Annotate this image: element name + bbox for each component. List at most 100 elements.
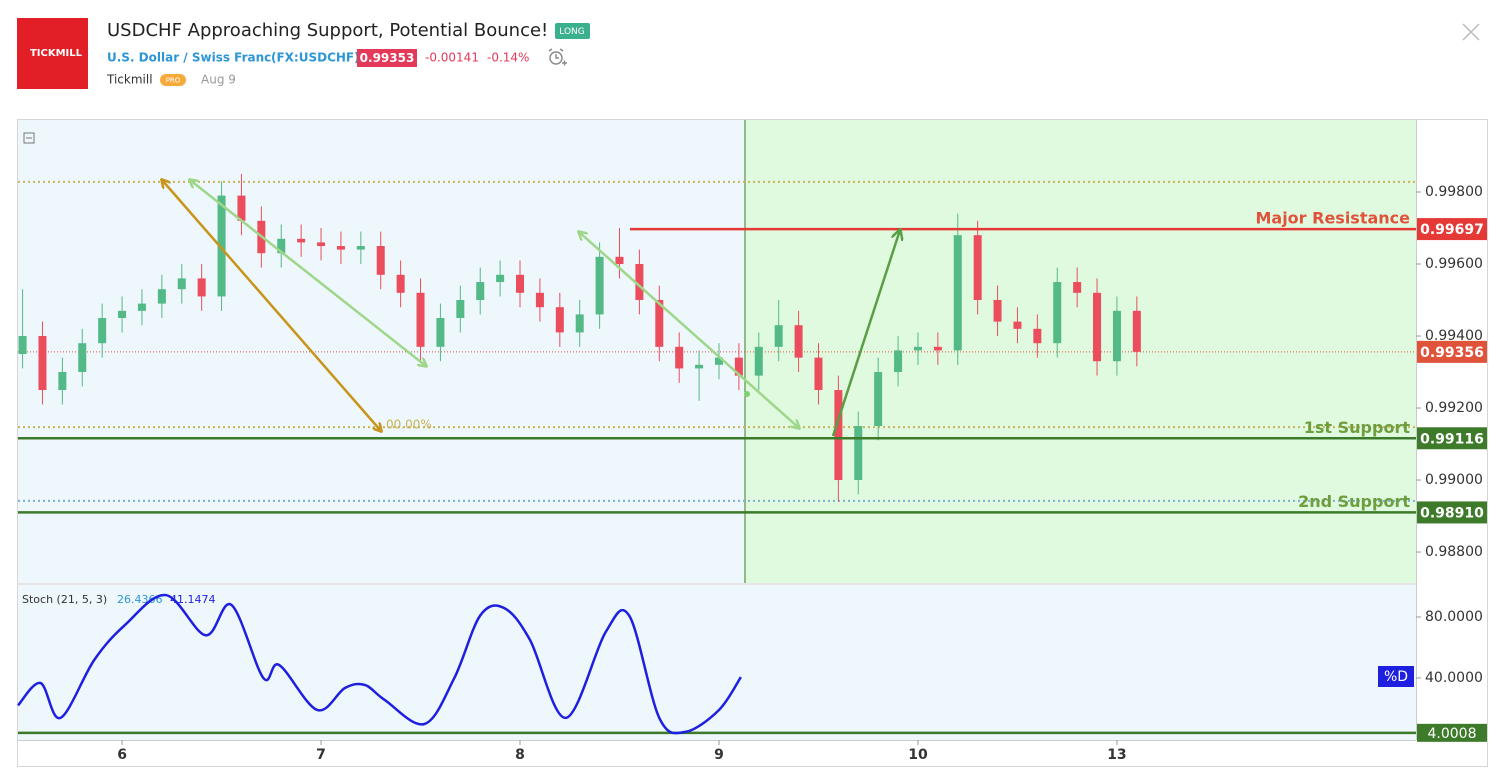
level-name: 1st Support [1304,418,1411,437]
idea-title: USDCHF Approaching Support, Potential Bo… [107,20,548,41]
candle-body [874,372,883,427]
drawing-arrow [190,180,426,366]
symbol[interactable]: (FX:USDCHF) [271,51,360,65]
candle-body [794,325,803,358]
level-name: 2nd Support [1298,492,1410,511]
candle-body [38,336,47,391]
series-badge [1378,666,1414,687]
price: 0.99353 [360,51,415,65]
change: -0.00141 [425,51,479,65]
level-badge [1417,218,1487,241]
drawing-arrow [579,232,799,428]
candle-body [953,235,962,351]
candle-body [913,346,922,351]
stoch-line [17,593,742,735]
level-price: 0.99116 [1420,431,1484,447]
stoch-pane [18,585,1416,740]
stoch-level-label: 4.0008 [1428,726,1477,742]
candle-body [476,282,485,301]
y-tick-label: 0.99800 [1425,184,1483,200]
symbol-name[interactable]: U.S. Dollar / Swiss Franc [107,51,271,65]
candle-body [993,300,1002,322]
y-tick-label: 0.99400 [1425,328,1483,344]
candle-body [157,289,166,304]
collapse-icon[interactable] [23,132,35,144]
candle-body [436,318,445,347]
candle-body [317,242,326,247]
candle-body [376,246,385,275]
date: Aug 9 [201,73,236,87]
candle-body [1112,310,1121,362]
candle-body [197,278,206,297]
candle-body [516,274,525,293]
x-tick-label: 6 [117,747,127,763]
x-tick-label: 7 [316,747,326,763]
indicator-value: 26.4366 [117,593,163,606]
candle-body [297,238,306,243]
pro-badge-text: PRO [166,77,181,85]
y-tick-label: 40.0000 [1425,670,1483,686]
level-badge [1417,427,1487,450]
target-arrow [831,230,900,437]
candle-body [695,364,704,369]
candle-body [336,246,345,250]
candle-body [1033,328,1042,344]
logo-text: TICKMILL [30,48,83,59]
candle-body [456,300,465,319]
indicator-value: 41.1474 [170,593,216,606]
candle-body [118,310,127,319]
candle-body [177,278,186,290]
candle-body [774,325,783,347]
long-badge-text: LONG [559,27,585,37]
candle-body [834,390,843,481]
x-tick-label: 10 [908,747,928,763]
author[interactable]: Tickmill [106,73,153,87]
candle-body [416,292,425,347]
stoch-level-badge [1417,723,1487,742]
candle-body [1073,282,1082,293]
candle-body [894,350,903,373]
candle-body [98,318,107,344]
y-tick-label: 80.0000 [1425,609,1483,625]
current-price-label: 0.99356 [1420,345,1484,361]
candle-body [933,346,942,351]
candle-body [754,346,763,376]
candle-body [973,235,982,301]
candle-body [555,307,564,333]
candle-body [615,256,624,265]
change-pct: -0.14% [487,51,529,65]
y-tick-label: 0.98800 [1425,544,1483,560]
x-tick-label: 13 [1107,747,1126,763]
current-price-badge [1417,340,1487,363]
candle-body [78,343,87,373]
candle-body [595,256,604,315]
candle-body [18,336,27,355]
price-badge [357,49,417,67]
level-name: Major Resistance [1255,209,1410,228]
candle-body [496,274,505,283]
candle-body [675,346,684,369]
level-price: 0.98910 [1420,505,1484,521]
candle-body [58,372,67,391]
y-tick-label: 0.99200 [1425,400,1483,416]
candle-body [1093,292,1102,362]
entry-point [744,391,750,397]
candle-body [1132,310,1141,352]
indicator-title: Stoch (21, 5, 3) [22,593,107,606]
candle-body [535,292,544,308]
guide-label: 00.00% [386,418,432,432]
x-tick-label: 9 [714,747,724,763]
alert-icon[interactable] [548,48,567,66]
level-price: 0.99697 [1420,222,1484,238]
candle-body [1013,321,1022,329]
long-badge [555,23,590,39]
legend-entry: %D [1384,669,1408,685]
candle-body [1053,282,1062,344]
candle-body [854,426,863,481]
candle-body [814,357,823,391]
candle-body [575,314,584,333]
x-tick-label: 8 [515,747,525,763]
close-button[interactable] [1462,23,1480,41]
y-tick-label: 0.99600 [1425,256,1483,272]
